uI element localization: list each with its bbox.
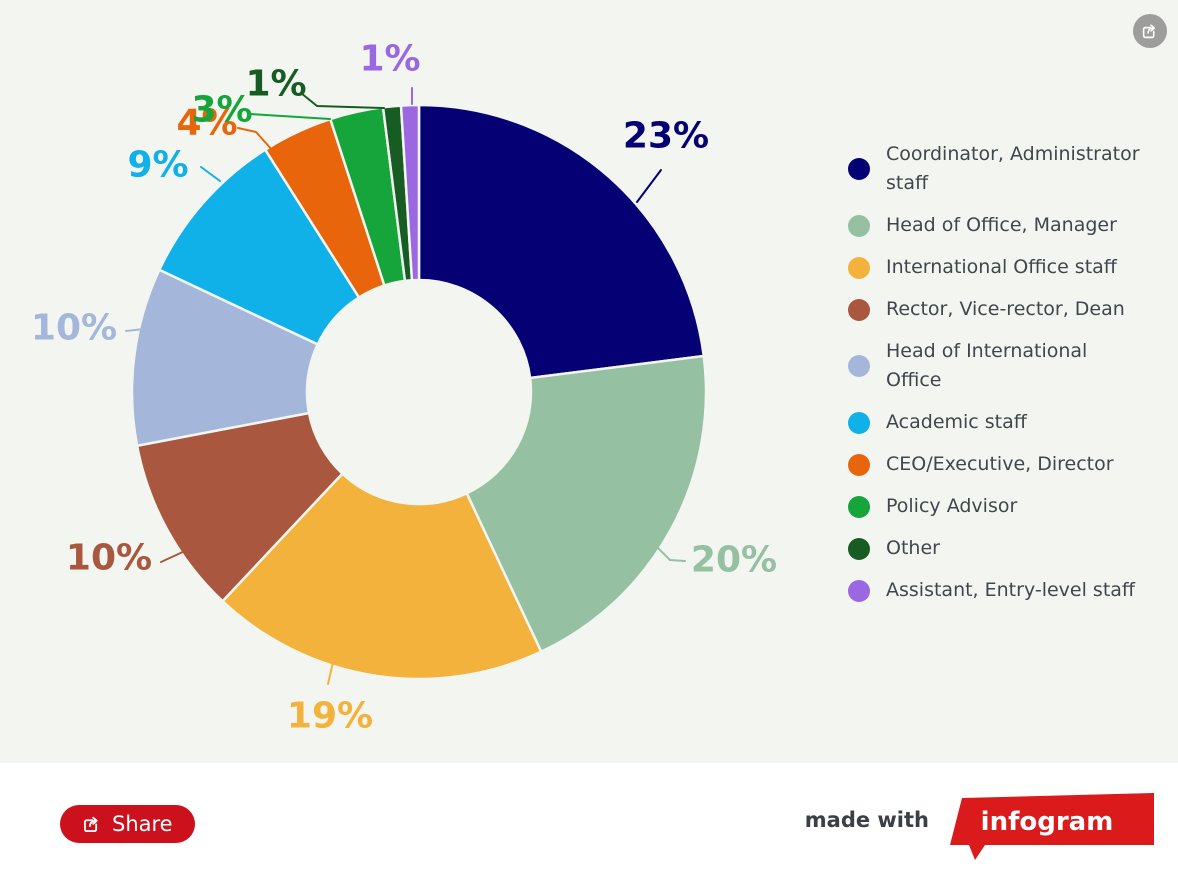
label-leader-line — [200, 166, 221, 182]
label-leader-line — [636, 169, 662, 203]
legend-swatch — [848, 453, 870, 476]
label-leader-line — [249, 113, 331, 120]
legend-item[interactable]: Head of International Office — [848, 337, 1148, 395]
pie-slice[interactable] — [465, 354, 708, 653]
share-button[interactable]: Share — [60, 805, 195, 843]
legend-item[interactable]: Rector, Vice-rector, Dean — [848, 295, 1148, 324]
slice-percent-label: 1% — [359, 39, 420, 80]
chart-legend: Coordinator, Administrator staff Head of … — [848, 140, 1148, 605]
infogram-logo[interactable]: infogram — [947, 792, 1157, 866]
label-leader-line — [160, 549, 188, 563]
legend-item[interactable]: Academic staff — [848, 408, 1148, 437]
slice-percent-label: 19% — [287, 696, 373, 737]
slice-percent-label: 20% — [691, 540, 777, 581]
legend-item[interactable]: Policy Advisor — [848, 492, 1148, 521]
legend-item[interactable]: International Office staff — [848, 253, 1148, 282]
slice-percent-label: 4% — [176, 103, 237, 144]
label-leader-line — [125, 328, 145, 332]
label-leader-line — [300, 92, 385, 109]
legend-swatch — [848, 355, 870, 377]
legend-label: Assistant, Entry-level staff — [886, 579, 1136, 601]
pie-slice[interactable] — [417, 103, 705, 380]
chart-area: 23% 20% 19% 10% 10% 9% 4% 3% 1% 1% Coordinator, A… — [0, 0, 1178, 763]
legend-swatch — [848, 537, 870, 560]
share-export-icon — [1142, 24, 1156, 39]
legend-swatch — [848, 298, 870, 321]
legend-label: Other — [886, 537, 940, 559]
slice-percent-label: 10% — [66, 538, 152, 579]
share-button-label: Share — [112, 812, 173, 836]
slice-percent-label: 23% — [623, 116, 709, 157]
infogram-logo-text: infogram — [981, 807, 1114, 837]
legend-item[interactable]: Other — [848, 534, 1148, 563]
corner-share-button[interactable] — [1133, 14, 1167, 48]
label-leader-line — [237, 127, 274, 152]
donut-chart: 23%20%19%10%10%9%4%3%1%1% — [31, 39, 777, 737]
slice-percent-label: 9% — [127, 145, 188, 186]
made-with-label: made with — [804, 808, 929, 832]
legend-label: International Office staff — [886, 256, 1117, 278]
slice-percent-label: 10% — [31, 308, 117, 349]
pie-slice[interactable] — [135, 411, 344, 603]
made-with-attribution: made with infogram — [805, 792, 1157, 866]
legend-item[interactable]: Head of Office, Manager — [848, 211, 1148, 240]
legend-swatch — [848, 411, 870, 434]
legend-swatch — [848, 495, 870, 518]
pie-slice[interactable] — [399, 103, 421, 282]
legend-label: Head of International Office — [886, 340, 1088, 391]
pie-slice[interactable] — [221, 472, 543, 681]
label-leader-line — [657, 547, 686, 562]
slice-percent-label: 3% — [191, 90, 252, 131]
legend-label: Academic staff — [886, 411, 1027, 433]
legend-swatch — [848, 158, 870, 180]
slice-percent-label: 1% — [245, 64, 306, 105]
footer-bar: Share made with infogram — [0, 763, 1178, 884]
label-leader-line — [327, 661, 334, 685]
infogram-logo-banner: infogram — [950, 793, 1154, 860]
share-export-icon — [84, 816, 98, 832]
legend-label: Rector, Vice-rector, Dean — [886, 298, 1125, 320]
legend-label: Policy Advisor — [886, 495, 1018, 517]
legend-item[interactable]: Coordinator, Administrator staff — [848, 140, 1148, 198]
legend-item[interactable]: CEO/Executive, Director — [848, 450, 1148, 479]
legend-label: Head of Office, Manager — [886, 214, 1117, 236]
legend-item[interactable]: Assistant, Entry-level staff — [848, 576, 1148, 605]
legend-swatch — [848, 256, 870, 279]
legend-label: Coordinator, Administrator staff — [886, 143, 1140, 194]
legend-swatch — [848, 579, 870, 602]
legend-label: CEO/Executive, Director — [886, 453, 1114, 475]
pie-slice[interactable] — [130, 268, 319, 448]
legend-swatch — [848, 214, 870, 237]
